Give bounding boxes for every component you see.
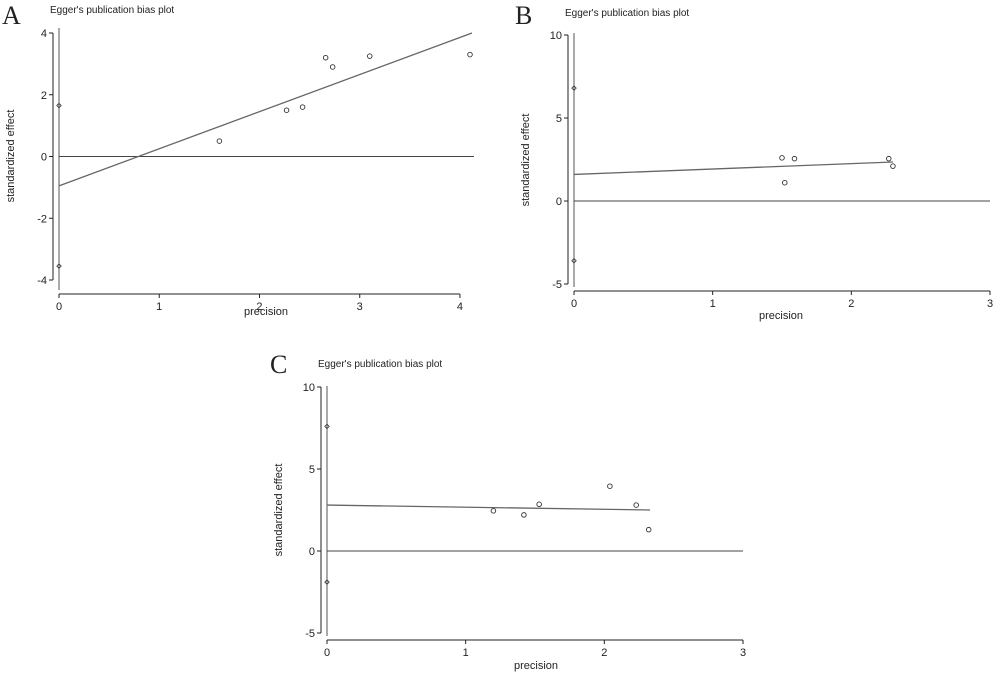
intercept-ci-marker-a	[56, 102, 62, 109]
regression-line-c	[326, 504, 651, 511]
x-tick-label-b: 0	[571, 298, 577, 310]
study-point-a	[216, 138, 223, 144]
regression-line-b	[573, 161, 893, 176]
x-tick-label-c: 3	[740, 647, 746, 659]
y-tick-label-c: 10	[303, 382, 315, 394]
y-tick-label-c: 5	[309, 464, 315, 476]
x-tick-label-b: 1	[710, 298, 716, 310]
panel-c: C Egger's publication bias plot precisio…	[270, 350, 746, 672]
x-tick-label-c: 0	[324, 647, 330, 659]
study-point-a	[367, 53, 373, 59]
x-tick-label-c: 1	[463, 647, 469, 659]
y-tick-label-b: 5	[556, 113, 562, 125]
study-point-c	[536, 501, 542, 508]
study-point-c	[645, 526, 652, 533]
y-axis-label-c: standardized effect	[273, 464, 285, 557]
chart-title-c: Egger's publication bias plot	[318, 359, 442, 370]
study-point-a	[322, 54, 329, 61]
x-tick-label-a: 1	[156, 301, 162, 313]
x-axis-label-b: precision	[759, 310, 803, 322]
panel-letter-c: C	[270, 350, 287, 379]
y-tick-label-c: -5	[305, 628, 315, 640]
chart-title-a: Egger's publication bias plot	[50, 5, 174, 16]
y-tick-label-a: 2	[41, 90, 47, 102]
x-tick-label-a: 0	[56, 301, 62, 313]
chart-title-b: Egger's publication bias plot	[565, 8, 689, 19]
study-point-b	[779, 155, 785, 161]
panel-letter-a: A	[2, 1, 21, 30]
study-point-a	[299, 104, 306, 110]
y-tick-label-a: 0	[41, 152, 47, 164]
y-tick-label-a: -4	[37, 275, 47, 287]
y-axis-label-b: standardized effect	[520, 114, 532, 207]
x-tick-label-b: 3	[987, 298, 993, 310]
study-point-c	[607, 483, 613, 489]
y-tick-label-a: -2	[37, 213, 47, 225]
study-point-b	[791, 155, 798, 162]
study-point-b	[890, 163, 896, 169]
study-point-c	[633, 502, 639, 508]
intercept-ci-marker-c	[324, 579, 330, 585]
x-tick-label-b: 2	[848, 298, 854, 310]
intercept-ci-marker-b	[571, 257, 577, 264]
y-tick-label-b: 0	[556, 196, 562, 208]
y-tick-label-a: 4	[41, 28, 47, 40]
study-point-c	[490, 508, 497, 514]
study-point-b	[782, 179, 788, 186]
y-tick-label-b: -5	[552, 279, 562, 291]
intercept-ci-marker-a	[56, 263, 62, 269]
panel-letter-b: B	[515, 1, 532, 30]
study-point-b	[886, 155, 892, 162]
intercept-ci-marker-c	[324, 423, 330, 430]
intercept-ci-marker-b	[571, 85, 577, 91]
panel-b: B Egger's publication bias plot precisio…	[515, 1, 993, 322]
panel-a: A Egger's publication bias plot precisio…	[2, 1, 474, 318]
y-tick-label-c: 0	[309, 546, 315, 558]
y-tick-label-b: 10	[550, 30, 562, 42]
study-point-a	[467, 51, 473, 58]
study-point-a	[283, 107, 290, 113]
x-tick-label-a: 3	[357, 301, 363, 313]
x-tick-label-c: 2	[601, 647, 607, 659]
x-axis-label-a: precision	[244, 306, 288, 318]
x-axis-label-c: precision	[514, 660, 558, 672]
study-point-c	[521, 512, 527, 518]
regression-line-a	[58, 32, 473, 187]
y-axis-label-a: standardized effect	[5, 110, 17, 203]
x-tick-label-a: 4	[457, 301, 463, 313]
study-point-a	[329, 64, 336, 70]
x-tick-label-a: 2	[256, 301, 262, 313]
